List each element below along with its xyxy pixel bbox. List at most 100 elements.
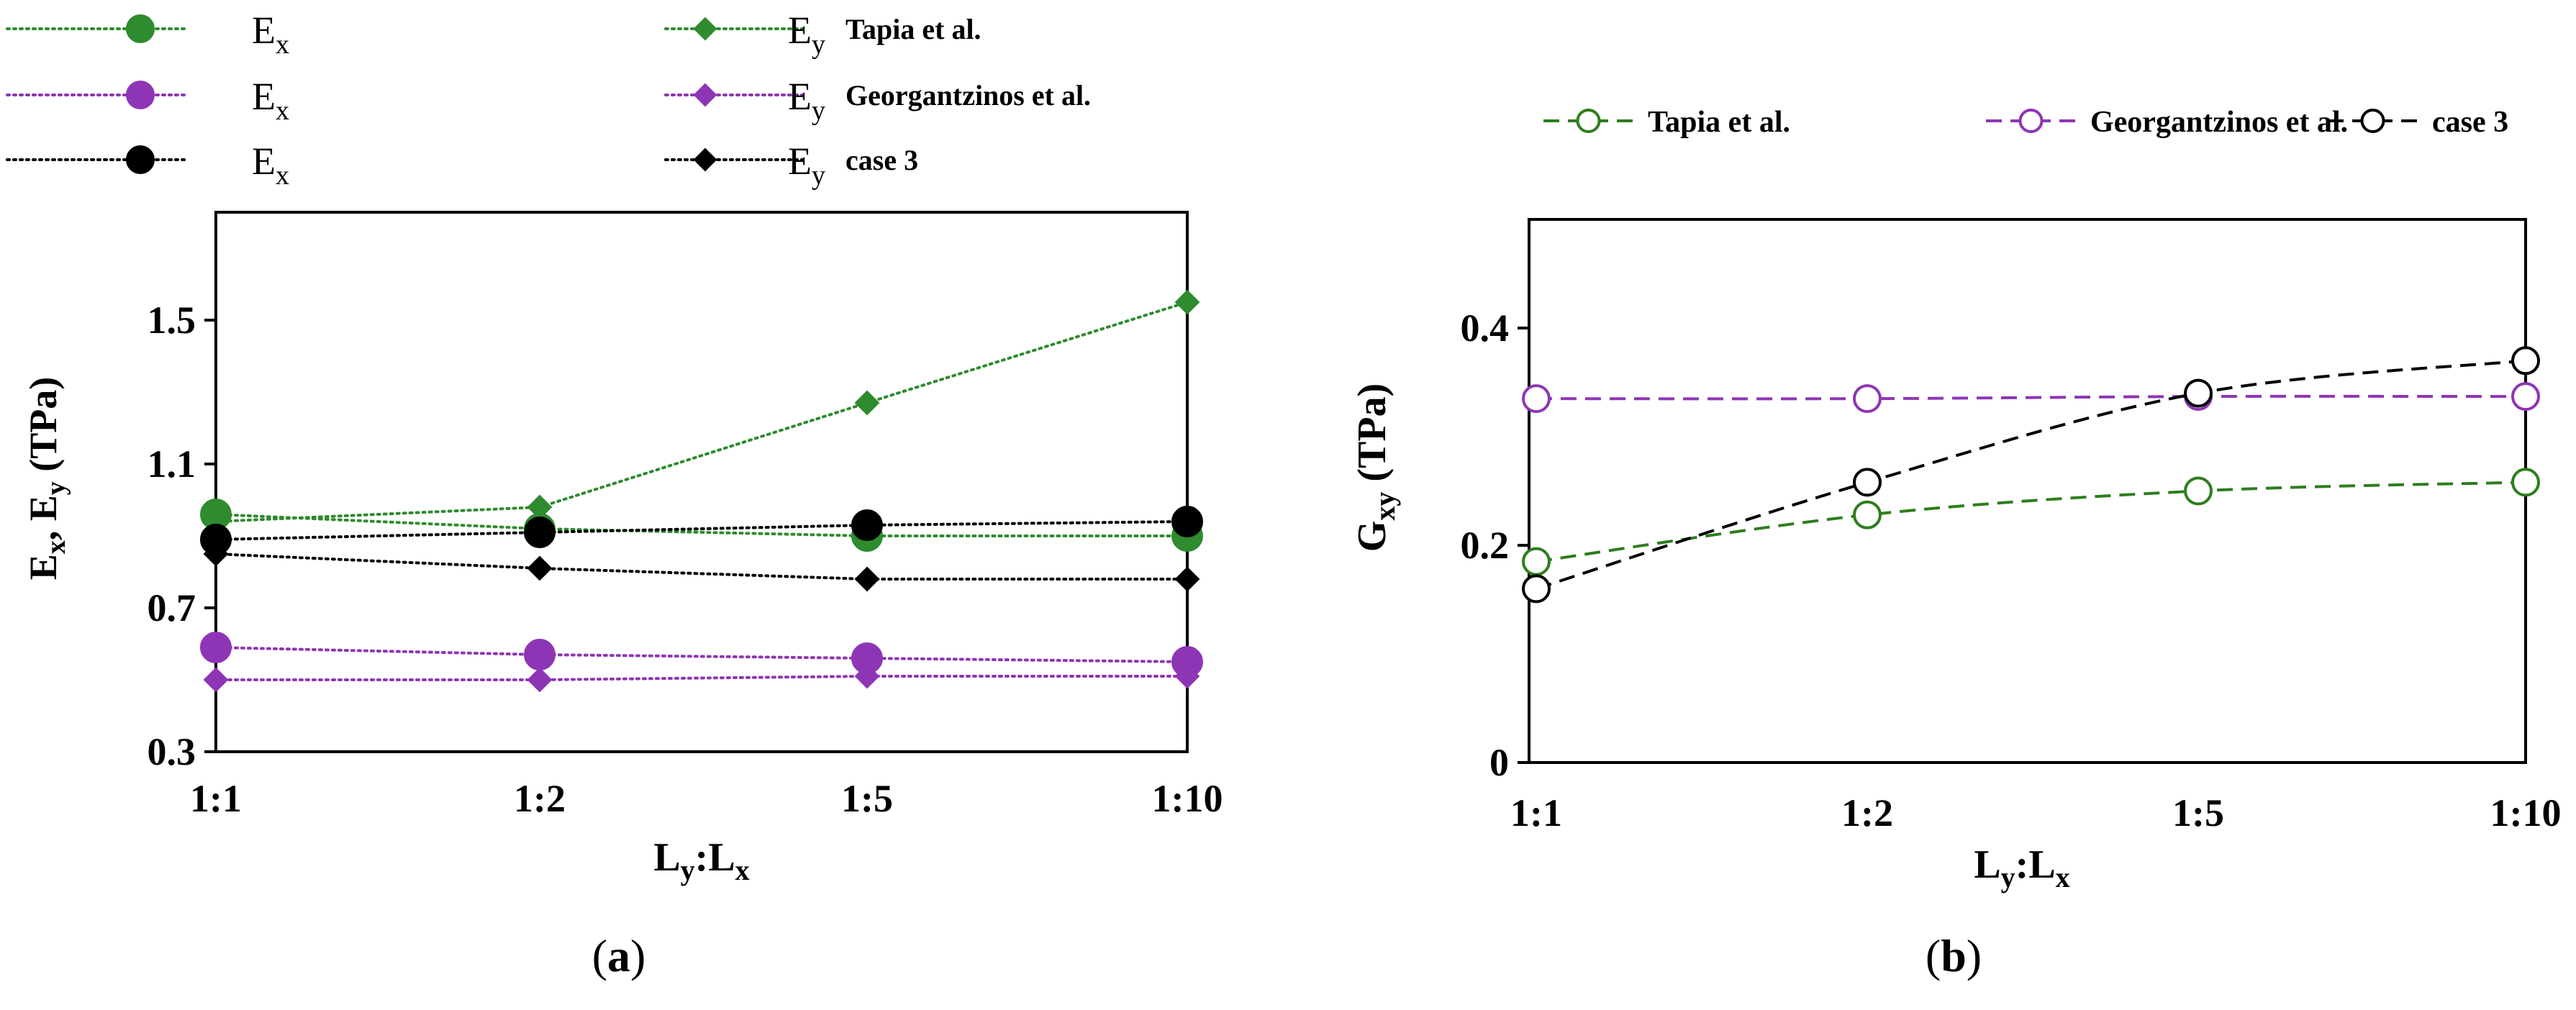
legend-symbol: E xyxy=(252,9,276,52)
xtick-label-a: 1:2 xyxy=(514,777,566,820)
series-b-line-0 xyxy=(1536,481,2526,563)
legend-symbol: E xyxy=(788,75,812,118)
legend-subscript: y xyxy=(812,29,825,60)
data-point-b-2 xyxy=(2511,346,2540,376)
legend-marker xyxy=(693,83,717,107)
legend-label: Ex xyxy=(252,9,289,60)
data-point-a-3 xyxy=(527,667,553,693)
y-axis-label-a: Ex, Ey (TPa) xyxy=(22,377,71,581)
legend-marker xyxy=(1576,109,1601,133)
data-point-a-4 xyxy=(1171,506,1203,537)
data-point-a-5 xyxy=(203,541,229,567)
plot-area-b: 0 0.2 0.4 1:1 1:2 1:5 1:10 xyxy=(1461,306,2562,834)
ylabel-a-sub1: x xyxy=(41,540,71,554)
ytick-label-b: 0 xyxy=(1489,741,1509,784)
legend-symbol: E xyxy=(252,75,276,118)
xtick-label-a: 1:5 xyxy=(841,777,893,820)
legend-marker xyxy=(693,17,717,41)
plot-frame-a xyxy=(214,211,1189,753)
legend-b: Tapia et al. Georgantzinos et al. case 3 xyxy=(1543,106,2508,139)
data-point-a-2 xyxy=(524,639,555,670)
ylabel-a-sub2: y xyxy=(41,481,71,495)
data-point-a-3 xyxy=(203,667,229,693)
ylabel-b-sub1: xy xyxy=(1369,492,1401,521)
legend-source: Tapia et al. xyxy=(845,13,981,45)
data-point-a-3 xyxy=(854,663,880,689)
ytick-label-a: 0.7 xyxy=(148,586,196,629)
ytick-label-b: 0.4 xyxy=(1461,306,1510,350)
legend-label: case 3 xyxy=(2432,106,2508,139)
data-point-b-1 xyxy=(1522,384,1551,414)
y-axis-label-b: Gxy (TPa) xyxy=(1350,383,1401,552)
legend-label: Ex xyxy=(252,140,289,191)
plot-frame-b xyxy=(1528,218,2527,764)
legend-marker xyxy=(126,145,155,174)
data-point-b-0 xyxy=(1522,547,1551,576)
panel-letter-a: a xyxy=(607,930,630,981)
xtick-label-b: 1:2 xyxy=(1841,791,1893,834)
xlabel-a-sub2: x xyxy=(735,854,750,886)
data-point-a-2 xyxy=(200,632,232,663)
ytick-label-b: 0.2 xyxy=(1461,524,1510,567)
data-point-a-1 xyxy=(854,390,880,416)
ytick-label-a: 1.1 xyxy=(148,442,196,486)
x-axis-label-b: Ly:Lx xyxy=(1974,842,2069,893)
xlabel-b-main: L xyxy=(1974,842,2000,887)
panel-label-a: (a) xyxy=(592,930,646,981)
data-point-a-5 xyxy=(527,555,553,581)
ytick-label-a: 1.5 xyxy=(148,299,196,342)
series-a-line-0 xyxy=(214,513,1189,537)
legend-label: Ey xyxy=(788,75,825,126)
data-point-b-2 xyxy=(2184,378,2213,408)
series-b-line-2 xyxy=(1536,359,2526,591)
data-point-a-4 xyxy=(524,517,555,548)
legend-source: case 3 xyxy=(845,144,918,176)
legend-label: Georgantzinos et al. xyxy=(2090,106,2348,139)
legend-subscript: x xyxy=(276,96,289,126)
xtick-label-b: 1:10 xyxy=(2490,791,2562,834)
xlabel-b-mid: :L xyxy=(2015,842,2056,887)
svg-text:Ex, Ey (TPa): Ex, Ey (TPa) xyxy=(22,377,71,581)
data-point-a-3 xyxy=(1174,663,1200,689)
legend-label: Tapia et al. xyxy=(1648,106,1790,139)
xlabel-a-main: L xyxy=(653,835,680,880)
legend-source: Georgantzinos et al. xyxy=(845,79,1091,112)
ylabel-a-part1: E xyxy=(22,554,65,580)
legend-subscript: y xyxy=(812,96,825,126)
xlabel-a-mid: :L xyxy=(695,835,735,880)
series-a-line-2 xyxy=(214,646,1189,663)
legend-marker xyxy=(693,147,717,172)
xtick-label-a: 1:1 xyxy=(190,777,242,820)
xtick-label-a: 1:10 xyxy=(1152,777,1223,820)
legend-label: Ex xyxy=(252,75,289,126)
legend-symbol: E xyxy=(788,9,812,52)
panel-label-b: (b) xyxy=(1926,930,1982,981)
xlabel-b-sub1: y xyxy=(2001,861,2015,893)
series-a-line-3 xyxy=(214,675,1189,681)
legend-marker xyxy=(2018,109,2044,133)
ylabel-a-unit: (TPa) xyxy=(22,377,65,481)
data-point-b-0 xyxy=(2184,476,2213,506)
data-point-b-1 xyxy=(1853,384,1882,414)
series-a-line-5 xyxy=(214,552,1189,581)
series-a-line-1 xyxy=(214,301,1189,523)
ylabel-b-part1: G xyxy=(1350,521,1394,552)
ylabel-a-part2: , E xyxy=(22,495,65,540)
data-point-b-0 xyxy=(2511,468,2540,497)
data-point-b-2 xyxy=(1853,468,1882,497)
xlabel-b-sub2: x xyxy=(2056,861,2070,893)
data-point-b-1 xyxy=(2511,382,2540,411)
ylabel-b-unit: (TPa) xyxy=(1350,383,1394,492)
x-axis-label-a: Ly:Lx xyxy=(653,835,749,886)
data-point-a-5 xyxy=(854,566,880,592)
data-point-b-0 xyxy=(1853,500,1882,529)
ytick-label-a: 0.3 xyxy=(148,730,196,773)
legend-subscript: x xyxy=(276,160,289,191)
xtick-label-b: 1:5 xyxy=(2172,791,2224,834)
data-point-a-4 xyxy=(851,509,883,541)
xlabel-a-sub1: y xyxy=(681,854,695,886)
plot-area-a: 0.3 0.7 1.1 1.5 1:1 1:2 1:5 1:10 xyxy=(148,289,1223,820)
data-point-a-5 xyxy=(1174,566,1200,592)
